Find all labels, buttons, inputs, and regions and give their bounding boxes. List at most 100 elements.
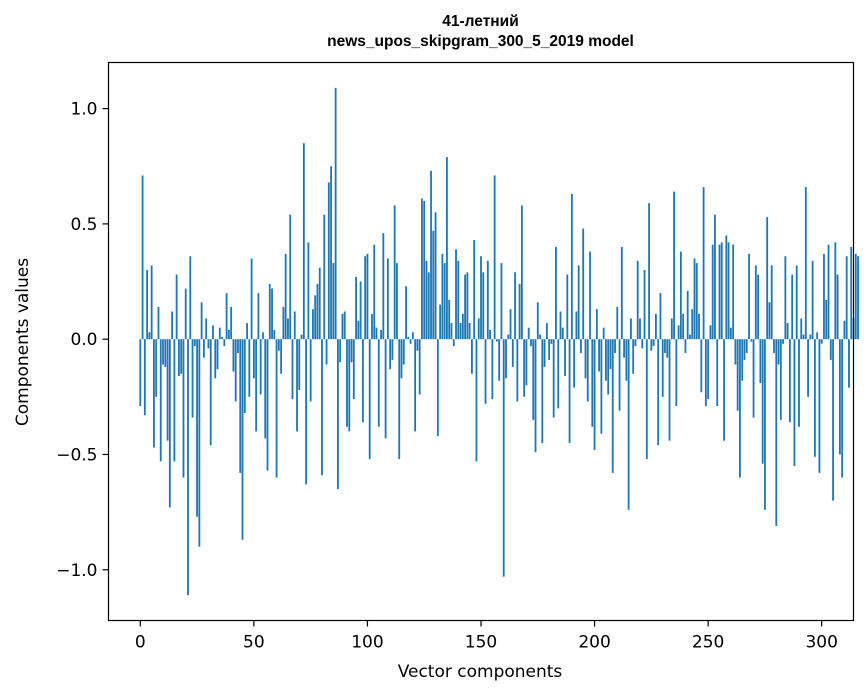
bar-271 xyxy=(754,265,757,340)
bar-113 xyxy=(396,263,398,340)
bar-47 xyxy=(246,323,248,340)
bar-19 xyxy=(182,339,185,478)
bar-117 xyxy=(405,286,407,340)
bar-255 xyxy=(718,244,721,340)
bar-257 xyxy=(723,339,725,441)
bar-235 xyxy=(673,191,675,340)
bar-68 xyxy=(293,311,296,340)
bar-291 xyxy=(800,318,803,340)
bar-265 xyxy=(741,339,744,381)
bar-264 xyxy=(739,339,741,478)
bar-78 xyxy=(316,283,319,340)
bar-136 xyxy=(448,300,451,340)
bar-203 xyxy=(600,339,603,434)
bar-190 xyxy=(570,193,573,340)
bar-256 xyxy=(720,242,723,340)
bar-110 xyxy=(389,339,392,370)
bar-23 xyxy=(191,339,194,418)
bar-215 xyxy=(627,339,630,510)
bar-283 xyxy=(782,339,784,344)
bar-165 xyxy=(514,272,516,340)
bar-183 xyxy=(555,246,557,340)
bar-71 xyxy=(300,334,303,340)
bar-128 xyxy=(430,170,432,340)
bar-86 xyxy=(334,87,337,340)
y-axis: −1.0 −0.5 0.0 0.5 1.0 xyxy=(56,100,109,581)
bar-44 xyxy=(239,339,242,473)
bar-288 xyxy=(793,339,796,467)
bar-39 xyxy=(227,329,230,340)
bar-200 xyxy=(593,339,596,450)
bar-26 xyxy=(198,339,201,547)
bar-212 xyxy=(620,246,623,340)
bar-228 xyxy=(657,339,660,446)
bar-194 xyxy=(580,339,582,354)
bar-243 xyxy=(691,309,694,340)
bar-258 xyxy=(725,235,728,340)
bar-187 xyxy=(564,339,566,377)
bar-80 xyxy=(321,339,323,476)
bar-7 xyxy=(155,339,158,397)
bar-253 xyxy=(714,214,716,340)
y-tick-label-2: 0.0 xyxy=(70,330,97,350)
bar-246 xyxy=(698,313,700,340)
bar-267 xyxy=(745,339,748,354)
bar-297 xyxy=(813,339,816,457)
bar-120 xyxy=(411,332,414,340)
bar-189 xyxy=(568,339,571,443)
bar-171 xyxy=(527,327,530,340)
x-tick-label-250: 250 xyxy=(692,633,724,653)
bar-61 xyxy=(277,339,280,351)
bar-59 xyxy=(273,329,276,340)
bar-292 xyxy=(802,334,805,340)
bar-191 xyxy=(573,339,576,388)
bar-103 xyxy=(373,244,376,340)
bar-241 xyxy=(686,290,689,340)
bar-218 xyxy=(634,339,637,347)
bar-111 xyxy=(391,339,394,360)
bar-67 xyxy=(291,339,294,400)
bar-279 xyxy=(773,339,775,354)
bar-121 xyxy=(414,339,417,432)
bar-223 xyxy=(645,339,648,460)
bar-91 xyxy=(346,339,348,427)
bar-274 xyxy=(761,339,764,464)
bar-8 xyxy=(157,306,160,340)
bar-226 xyxy=(652,339,655,347)
bar-1 xyxy=(141,175,144,340)
bar-230 xyxy=(661,339,664,397)
bar-84 xyxy=(330,166,332,340)
bar-232 xyxy=(666,339,669,358)
bar-41 xyxy=(232,339,235,372)
bar-125 xyxy=(423,200,426,340)
y-tick-label-3: 0.5 xyxy=(70,215,97,235)
bar-199 xyxy=(591,339,594,427)
bar-140 xyxy=(457,260,460,340)
bar-168 xyxy=(520,205,523,340)
bar-294 xyxy=(807,339,809,397)
bar-176 xyxy=(539,334,541,340)
bar-28 xyxy=(202,339,205,358)
bar-236 xyxy=(675,339,678,407)
bar-266 xyxy=(743,339,746,360)
x-tick-label-100: 100 xyxy=(351,633,383,653)
bar-79 xyxy=(318,267,321,340)
bar-197 xyxy=(586,339,589,402)
bar-272 xyxy=(757,274,760,340)
bar-126 xyxy=(425,260,428,340)
bar-202 xyxy=(598,339,601,372)
bar-146 xyxy=(471,339,473,374)
bar-310 xyxy=(843,320,846,340)
bars-group xyxy=(139,87,859,596)
bar-233 xyxy=(668,339,671,441)
bar-178 xyxy=(543,339,546,367)
bar-114 xyxy=(398,339,401,460)
bar-43 xyxy=(237,339,239,354)
bar-149 xyxy=(477,318,480,340)
bar-188 xyxy=(566,274,569,340)
bar-134 xyxy=(443,263,446,340)
bar-164 xyxy=(511,339,514,367)
bar-180 xyxy=(548,339,551,360)
bar-304 xyxy=(829,339,832,360)
